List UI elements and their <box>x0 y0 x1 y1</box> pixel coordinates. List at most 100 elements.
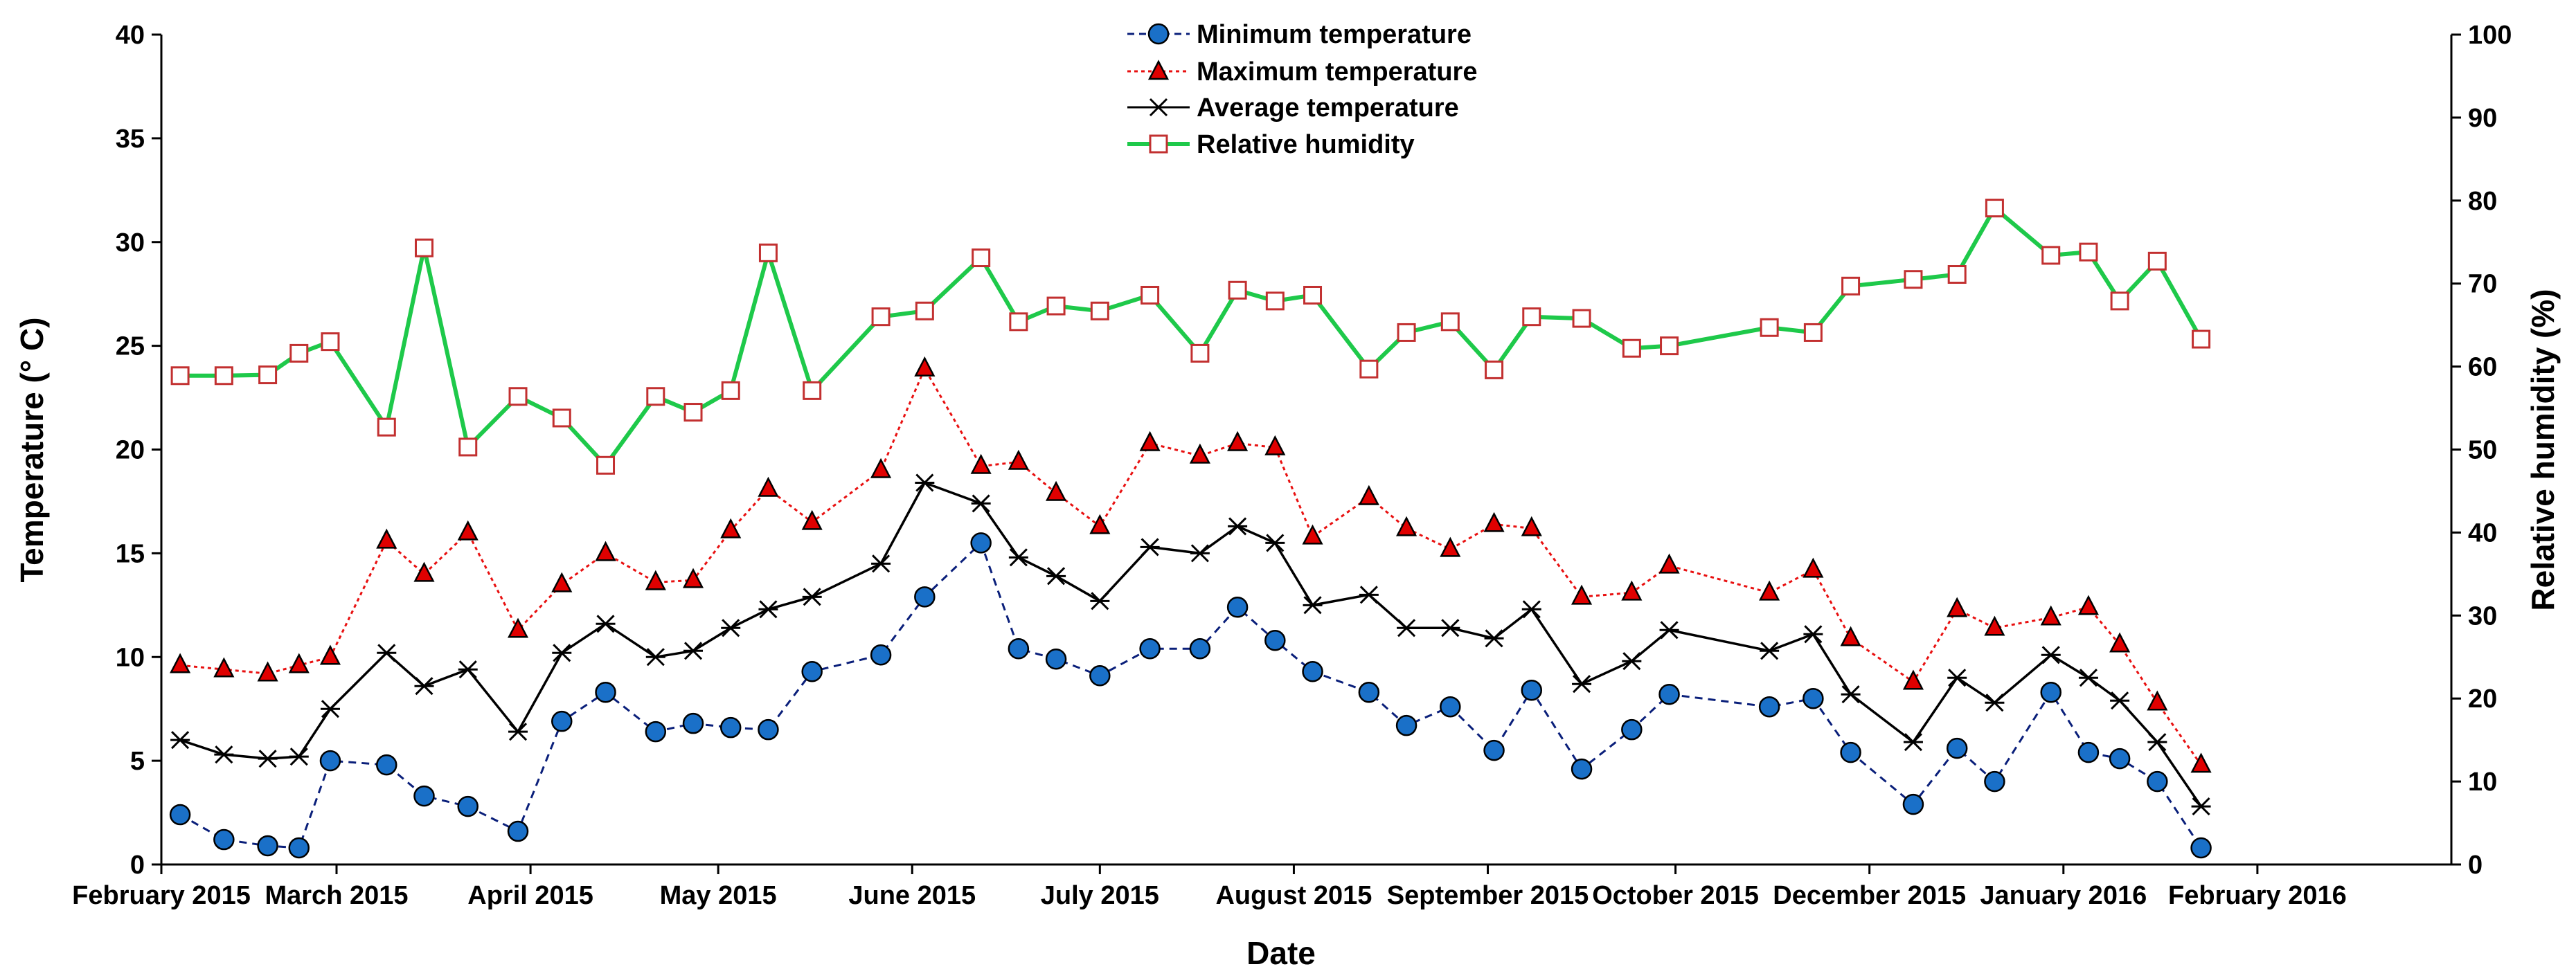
y-left-tick-label: 25 <box>116 332 145 361</box>
series-maximum-temperature <box>170 356 2212 773</box>
data-point-max <box>2147 690 2168 711</box>
data-point-max <box>2190 752 2212 773</box>
data-point-max <box>1571 584 1593 605</box>
data-point-avg <box>214 745 234 764</box>
legend-label-average: Average temperature <box>1197 93 1459 123</box>
data-point-avg <box>1985 694 2005 712</box>
data-point-min <box>595 681 616 703</box>
series-average-temperature <box>170 473 2211 816</box>
y-axis-right-title: Relative humidity (%) <box>2525 289 2561 610</box>
data-point-max <box>1947 597 1968 617</box>
y-right-tick-label: 30 <box>2468 601 2497 631</box>
data-point-humidity <box>1190 343 1210 363</box>
data-point-max <box>1396 516 1417 536</box>
data-point-min <box>257 835 278 857</box>
data-point-max <box>1984 615 2005 636</box>
data-point-min <box>1571 758 1593 780</box>
data-point-avg <box>596 615 616 633</box>
data-point-min <box>1395 714 1417 736</box>
data-point-min <box>970 532 992 554</box>
data-point-min <box>801 660 823 682</box>
data-point-humidity <box>1359 359 1379 379</box>
data-point-max <box>1902 669 1924 690</box>
data-point-humidity <box>1522 307 1541 327</box>
data-point-min <box>719 716 742 739</box>
x-tick-label: February 2016 <box>2168 881 2347 910</box>
data-point-humidity <box>915 301 934 320</box>
data-point-max <box>413 561 435 582</box>
data-point-min <box>2040 681 2061 703</box>
data-point-humidity <box>1760 318 1779 337</box>
data-point-max <box>2109 632 2131 653</box>
data-point-min <box>1902 793 1924 815</box>
data-point-min <box>1946 737 1968 759</box>
data-point-avg <box>971 494 991 513</box>
data-point-humidity <box>170 366 190 386</box>
data-point-max <box>720 518 742 538</box>
data-point-humidity <box>1046 296 1066 316</box>
data-point-avg <box>1265 534 1285 552</box>
data-point-avg <box>289 748 309 766</box>
x-tick-label: May 2015 <box>660 881 777 910</box>
data-point-min <box>551 710 573 732</box>
y-right-tick-label: 20 <box>2468 685 2497 714</box>
data-point-min <box>1984 770 2005 793</box>
y-left-tick-label: 35 <box>116 125 145 154</box>
data-point-avg <box>915 473 935 492</box>
data-point-avg <box>2110 691 2130 710</box>
data-point-avg <box>1760 642 1780 660</box>
data-point-humidity <box>214 366 233 386</box>
data-point-min <box>169 804 191 826</box>
y-left-tick-label: 0 <box>130 851 145 880</box>
legend-label-humidity: Relative humidity <box>1197 130 1415 159</box>
right-y-ticks: 0 10 20 30 40 50 60 70 80 90 100 <box>2451 21 2512 880</box>
data-point-avg <box>1303 596 1323 615</box>
data-point-min <box>1089 664 1111 687</box>
data-point-avg <box>1572 675 1592 694</box>
data-point-humidity <box>1485 360 1504 379</box>
data-point-avg <box>2147 733 2167 752</box>
data-point-avg <box>508 723 528 741</box>
y-right-tick-label: 0 <box>2468 851 2483 880</box>
y-left-tick-label: 20 <box>116 436 145 465</box>
data-point-max <box>257 661 278 682</box>
data-point-min <box>1483 739 1505 761</box>
series-minimum-temperature <box>169 532 2212 859</box>
data-point-humidity <box>1440 312 1460 332</box>
data-point-humidity <box>1090 301 1109 320</box>
data-point-max <box>2077 595 2099 615</box>
data-point-humidity <box>458 437 478 457</box>
data-point-max <box>551 572 573 592</box>
data-point-min <box>1621 718 1643 741</box>
data-point-humidity <box>2110 291 2129 311</box>
data-point-max <box>507 617 529 638</box>
data-point-max <box>758 476 779 497</box>
data-point-max <box>376 528 397 549</box>
data-point-avg <box>1190 544 1210 563</box>
data-point-avg <box>1140 538 1160 556</box>
legend: Minimum temperature Maximum temperature … <box>1127 20 1477 159</box>
data-point-humidity <box>258 365 278 385</box>
legend-label-minimum: Minimum temperature <box>1197 20 1472 49</box>
data-point-avg <box>1622 652 1642 671</box>
y-left-tick-label: 30 <box>116 228 145 257</box>
data-point-min <box>1189 638 1211 660</box>
y-right-tick-label: 80 <box>2468 187 2497 216</box>
x-tick-label: February 2015 <box>72 881 251 910</box>
data-point-min <box>288 837 310 859</box>
data-point-max <box>1089 514 1111 534</box>
data-point-humidity <box>1228 280 1247 300</box>
data-point-min <box>914 586 936 608</box>
data-point-avg <box>1046 567 1066 586</box>
data-point-max <box>1227 431 1249 451</box>
series-line <box>179 541 2202 849</box>
data-point-humidity <box>377 417 396 437</box>
y-left-tick-label: 40 <box>116 21 145 50</box>
data-point-max <box>1521 516 1542 536</box>
legend-circle-marker-icon <box>1147 23 1170 45</box>
data-point-avg <box>1440 619 1460 637</box>
data-point-avg <box>377 644 397 662</box>
data-point-max <box>1483 511 1505 532</box>
data-point-max <box>213 657 235 678</box>
data-point-min <box>2077 741 2100 763</box>
